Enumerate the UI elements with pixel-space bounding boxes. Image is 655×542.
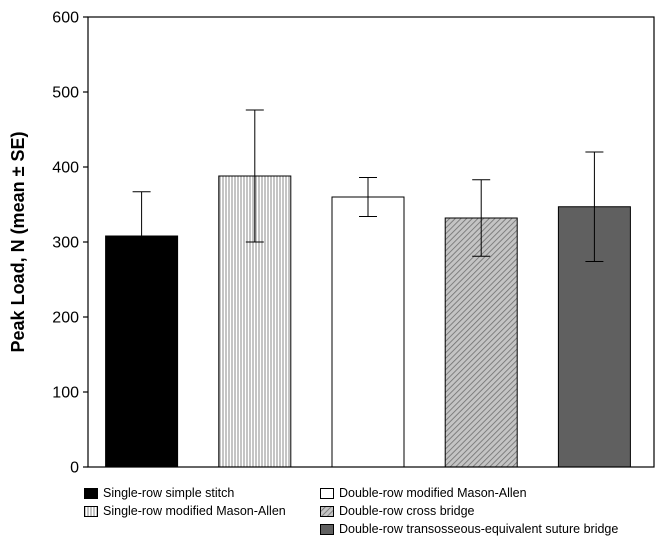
legend-item: Single-row modified Mason-Allen xyxy=(84,504,286,518)
legend-label: Double-row transosseous-equivalent sutur… xyxy=(339,522,619,536)
y-tick-label: 600 xyxy=(52,10,79,27)
legend-label: Double-row modified Mason-Allen xyxy=(339,486,527,500)
legend-swatch xyxy=(84,505,98,517)
y-tick-label: 400 xyxy=(52,160,79,177)
error-bar xyxy=(359,177,377,217)
y-tick-label: 500 xyxy=(52,85,79,102)
legend-item: Double-row modified Mason-Allen xyxy=(320,486,527,500)
error-bar xyxy=(132,191,151,281)
y-axis-title: Peak Load, N (mean ± SE) xyxy=(8,132,28,353)
legend-label: Single-row simple stitch xyxy=(103,486,235,500)
legend-item: Double-row transosseous-equivalent sutur… xyxy=(320,522,618,536)
y-tick-label: 200 xyxy=(52,310,79,327)
error-bar xyxy=(472,179,491,257)
y-tick-label: 100 xyxy=(52,385,79,402)
error-bar xyxy=(585,151,604,262)
error-bar xyxy=(245,109,264,243)
legend-label: Single-row modified Mason-Allen xyxy=(103,504,286,518)
legend-swatch xyxy=(320,487,334,499)
y-tick-label: 0 xyxy=(70,460,79,477)
legend-item: Single-row simple stitch xyxy=(84,486,234,500)
plot-area xyxy=(105,109,631,468)
y-axis: 0 100 200 300 400 500 600 xyxy=(52,10,88,477)
legend-item: Double-row cross bridge xyxy=(320,504,474,518)
legend-swatch xyxy=(84,487,98,499)
bar-chart: 0 100 200 300 400 500 600 Peak Load, N (mean ±… xyxy=(8,10,655,477)
bar xyxy=(331,196,405,468)
legend-swatch xyxy=(320,523,334,535)
legend: Single-row simple stitch Single-row modif… xyxy=(84,486,655,542)
y-tick-label: 300 xyxy=(52,235,79,252)
legend-label: Double-row cross bridge xyxy=(339,504,475,518)
legend-swatch xyxy=(320,505,334,517)
